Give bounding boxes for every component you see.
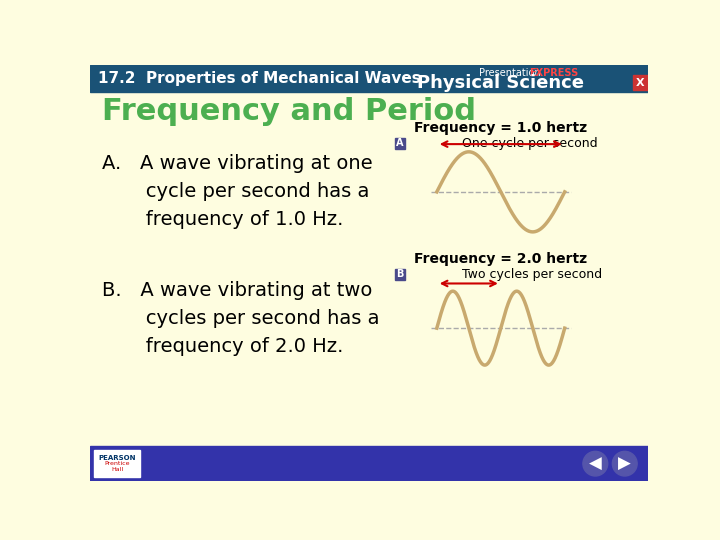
Text: Frequency and Period: Frequency and Period [102,97,476,125]
Text: Frequency = 2.0 hertz: Frequency = 2.0 hertz [414,252,588,266]
Text: Frequency = 1.0 hertz: Frequency = 1.0 hertz [414,121,588,135]
Text: A.   A wave vibrating at one
       cycle per second has a
       frequency of 1: A. A wave vibrating at one cycle per sec… [102,154,372,230]
Bar [395,269,405,280]
Text: EXPRESS: EXPRESS [528,68,578,78]
Text: X: X [636,78,644,87]
Bar [90,92,648,446]
Bar [90,65,648,92]
Text: One cycle per second: One cycle per second [462,137,598,150]
Bar [90,446,648,481]
Text: Presentation: Presentation [479,68,541,78]
Text: Hall: Hall [111,467,123,472]
Bar [395,138,405,148]
Text: Physical Science: Physical Science [418,75,584,92]
Text: B: B [396,269,404,279]
Text: 17.2  Properties of Mechanical Waves: 17.2 Properties of Mechanical Waves [98,71,420,86]
Text: ◀: ◀ [589,455,602,472]
Text: Prentice: Prentice [104,461,130,466]
Circle shape [612,451,637,476]
Bar [632,75,648,90]
Bar [94,450,140,477]
Text: Two cycles per second: Two cycles per second [462,268,602,281]
Text: A: A [396,138,404,149]
Text: B.   A wave vibrating at two
       cycles per second has a
       frequency of : B. A wave vibrating at two cycles per se… [102,281,379,356]
Text: PEARSON: PEARSON [99,455,136,461]
Text: ▶: ▶ [618,455,631,472]
Circle shape [583,451,608,476]
